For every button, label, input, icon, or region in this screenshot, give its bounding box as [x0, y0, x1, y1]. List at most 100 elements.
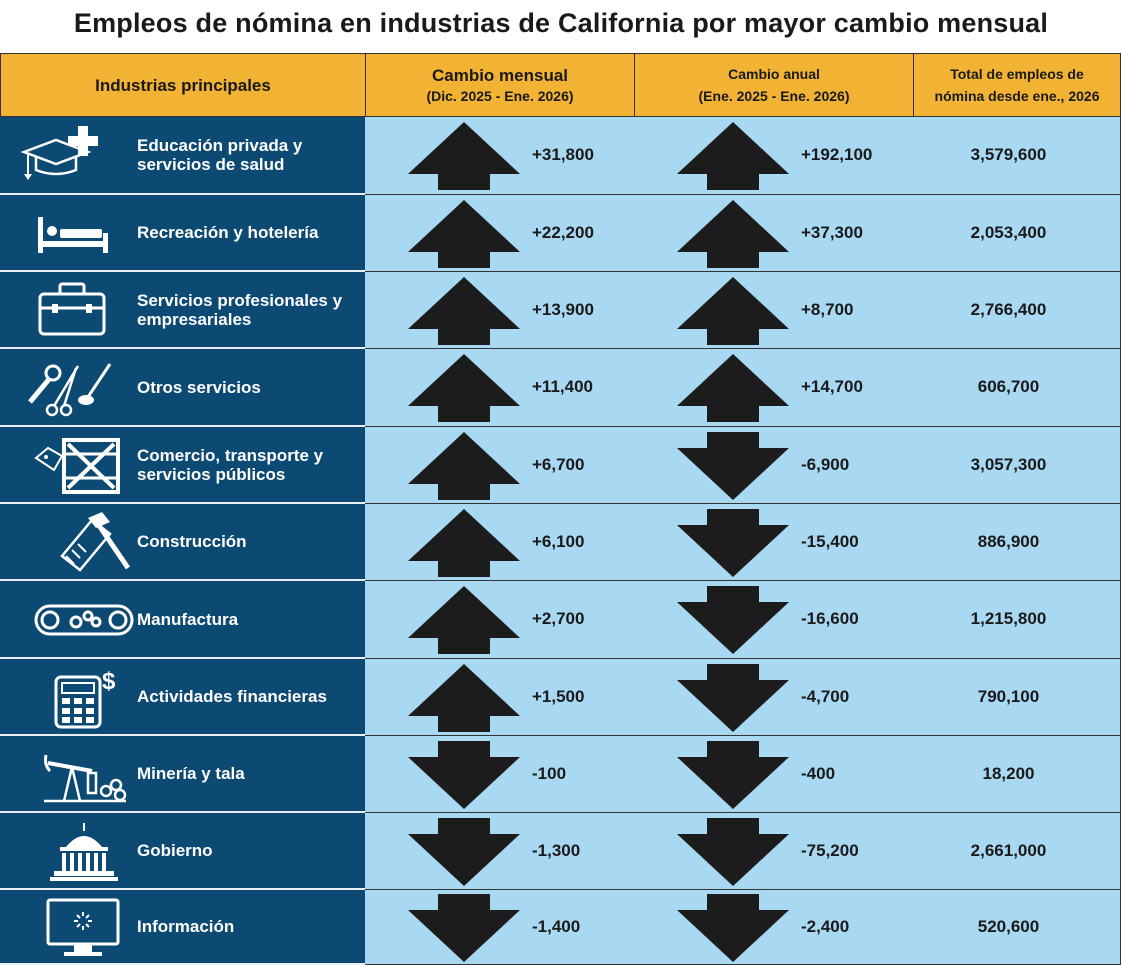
monthly-arrow-up: [408, 200, 520, 268]
total-jobs-value: 2,766,400: [970, 300, 1047, 319]
annual-arrow-up: [677, 354, 789, 422]
header-industry: Industrias principales: [0, 53, 366, 117]
total-jobs-cell: 3,579,600: [913, 117, 1121, 195]
annual-change-cell: +192,100: [634, 117, 914, 195]
total-jobs-cell: 3,057,300: [913, 427, 1121, 504]
monthly-change-value: +2,700: [532, 609, 585, 628]
industry-label: Otros servicios: [137, 377, 261, 397]
total-jobs-value: 2,661,000: [970, 841, 1047, 860]
monthly-arrow-down: [408, 894, 520, 962]
monthly-change-cell: +11,400: [365, 349, 635, 427]
total-jobs-cell: 606,700: [913, 349, 1121, 427]
monthly-arrow-down: [408, 818, 520, 886]
total-jobs-value: 1,215,800: [970, 609, 1047, 628]
tools-scissors-icon: [28, 363, 112, 417]
monthly-change-cell: -1,300: [365, 813, 635, 890]
total-jobs-value: 2,053,400: [970, 223, 1047, 242]
monthly-arrow-up: [408, 277, 520, 345]
header-total-label: Total de empleos de: [950, 66, 1084, 82]
annual-change-value: -400: [801, 764, 836, 783]
monthly-change-value: +13,900: [532, 300, 594, 319]
education-health-icon: [20, 126, 98, 180]
monthly-change-cell: +6,700: [365, 427, 635, 504]
monthly-change-value: -1,400: [532, 917, 581, 936]
annual-change-value: +14,700: [801, 377, 863, 396]
pumpjack-logs-icon: [44, 754, 127, 803]
annual-change-cell: +8,700: [634, 272, 914, 349]
annual-change-cell: -4,700: [634, 659, 914, 736]
annual-arrow-down: [677, 741, 789, 809]
total-jobs-cell: 520,600: [913, 890, 1121, 965]
monthly-change-cell: +31,800: [365, 117, 635, 195]
annual-change-value: +192,100: [801, 145, 873, 164]
industry-label: Construcción: [137, 532, 247, 551]
annual-arrow-down: [677, 664, 789, 732]
monthly-change-cell: +1,500: [365, 659, 635, 736]
header-total: Total de empleos de nómina desde ene., 2…: [913, 53, 1121, 117]
total-jobs-value: 3,579,600: [970, 145, 1047, 164]
total-jobs-value: 18,200: [982, 764, 1035, 783]
annual-change-cell: +37,300: [634, 195, 914, 272]
annual-arrow-down: [677, 586, 789, 654]
header-annual-label: Cambio anual: [728, 66, 820, 82]
industry-label: Educación privada y servicios de salud: [137, 136, 303, 174]
bed-icon: [38, 217, 108, 253]
header-industry-label: Industrias principales: [95, 75, 271, 95]
industry-cell: Servicios profesionales y empresariales: [0, 272, 365, 349]
monthly-change-value: +22,200: [532, 223, 594, 242]
industry-cell: Minería y tala: [0, 736, 365, 813]
total-jobs-cell: 2,661,000: [913, 813, 1121, 890]
annual-arrow-up: [677, 200, 789, 268]
industry-label: Gobierno: [137, 841, 213, 860]
monthly-change-value: +11,400: [532, 377, 593, 396]
hammer-saw-icon: [60, 512, 131, 572]
monthly-arrow-up: [408, 664, 520, 732]
industry-cell: Manufactura: [0, 581, 365, 659]
annual-change-value: -15,400: [801, 532, 859, 551]
industry-cell: Otros servicios: [0, 349, 365, 427]
total-jobs-value: 606,700: [977, 377, 1040, 396]
conveyor-gears-icon: [34, 604, 134, 636]
industry-cell: Gobierno: [0, 813, 365, 890]
annual-change-value: -2,400: [801, 917, 850, 936]
annual-change-value: -6,900: [801, 455, 850, 474]
monthly-change-cell: -100: [365, 736, 635, 813]
monthly-change-value: +6,700: [532, 455, 585, 474]
industry-label: Manufactura: [137, 609, 239, 629]
annual-change-cell: -2,400: [634, 890, 914, 965]
monthly-arrow-up: [408, 432, 520, 500]
monthly-change-value: -100: [532, 764, 567, 783]
monitor-icon: [46, 898, 120, 956]
annual-change-cell: -15,400: [634, 504, 914, 581]
annual-change-cell: -16,600: [634, 581, 914, 659]
monthly-change-value: +6,100: [532, 532, 585, 551]
total-jobs-cell: 886,900: [913, 504, 1121, 581]
annual-arrow-up: [677, 122, 789, 190]
monthly-change-value: +1,500: [532, 687, 585, 706]
total-jobs-cell: 790,100: [913, 659, 1121, 736]
total-jobs-cell: 1,215,800: [913, 581, 1121, 659]
annual-change-cell: -6,900: [634, 427, 914, 504]
industry-label: Información: [137, 917, 235, 936]
industry-cell: Construcción: [0, 504, 365, 581]
crate-tag-icon: [34, 438, 120, 494]
monthly-arrow-up: [408, 586, 520, 654]
annual-change-value: -4,700: [801, 687, 850, 706]
header-annual-period: (Ene. 2025 - Ene. 2026): [698, 88, 850, 104]
industry-cell: Educación privada y servicios de salud: [0, 117, 365, 195]
header-monthly: Cambio mensual (Dic. 2025 - Ene. 2026): [365, 53, 635, 117]
monthly-arrow-down: [408, 741, 520, 809]
total-jobs-value: 3,057,300: [970, 455, 1047, 474]
industry-label: Comercio, transporte y servicios público…: [137, 445, 324, 484]
annual-arrow-down: [677, 894, 789, 962]
industry-label: Actividades financieras: [137, 687, 327, 706]
monthly-change-cell: +2,700: [365, 581, 635, 659]
industry-cell: Comercio, transporte y servicios público…: [0, 427, 365, 504]
monthly-change-cell: +13,900: [365, 272, 635, 349]
total-jobs-value: 520,600: [977, 917, 1040, 936]
header-monthly-label: Cambio mensual: [431, 65, 569, 85]
annual-arrow-down: [677, 818, 789, 886]
industry-cell: Información: [0, 890, 365, 965]
industry-label: Recreación y hotelería: [137, 223, 319, 242]
calculator-dollar-icon: $: [54, 668, 116, 729]
